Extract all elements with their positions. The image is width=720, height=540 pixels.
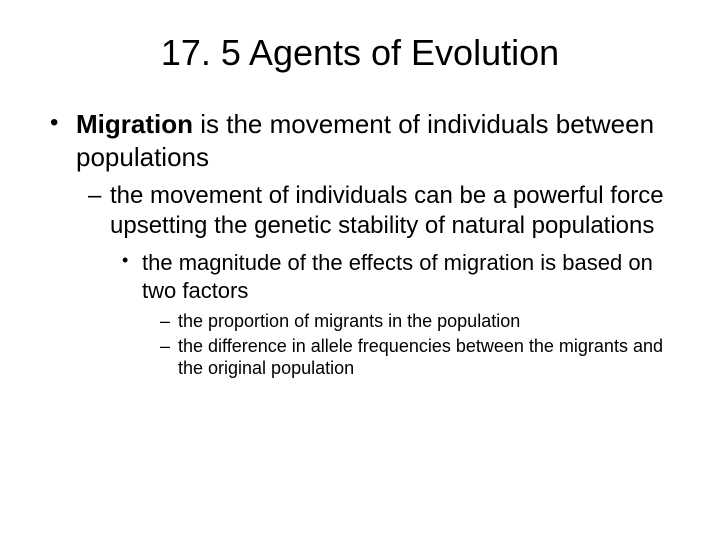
bullet-level1: Migration is the movement of individuals… xyxy=(40,108,680,173)
slide-title: 17. 5 Agents of Evolution xyxy=(40,32,680,74)
bullet-list: Migration is the movement of individuals… xyxy=(40,108,680,380)
bold-term: Migration xyxy=(76,109,193,139)
bullet-text: the movement of individuals can be a pow… xyxy=(110,182,664,239)
bullet-level2: the movement of individuals can be a pow… xyxy=(40,181,680,241)
bullet-level4: the proportion of migrants in the popula… xyxy=(40,310,680,333)
bullet-text: the magnitude of the effects of migratio… xyxy=(142,250,653,303)
bullet-text: the difference in allele frequencies bet… xyxy=(178,336,663,379)
bullet-level4: the difference in allele frequencies bet… xyxy=(40,335,680,380)
bullet-text: the proportion of migrants in the popula… xyxy=(178,311,520,331)
slide: 17. 5 Agents of Evolution Migration is t… xyxy=(0,0,720,540)
bullet-level3: the magnitude of the effects of migratio… xyxy=(40,249,680,304)
